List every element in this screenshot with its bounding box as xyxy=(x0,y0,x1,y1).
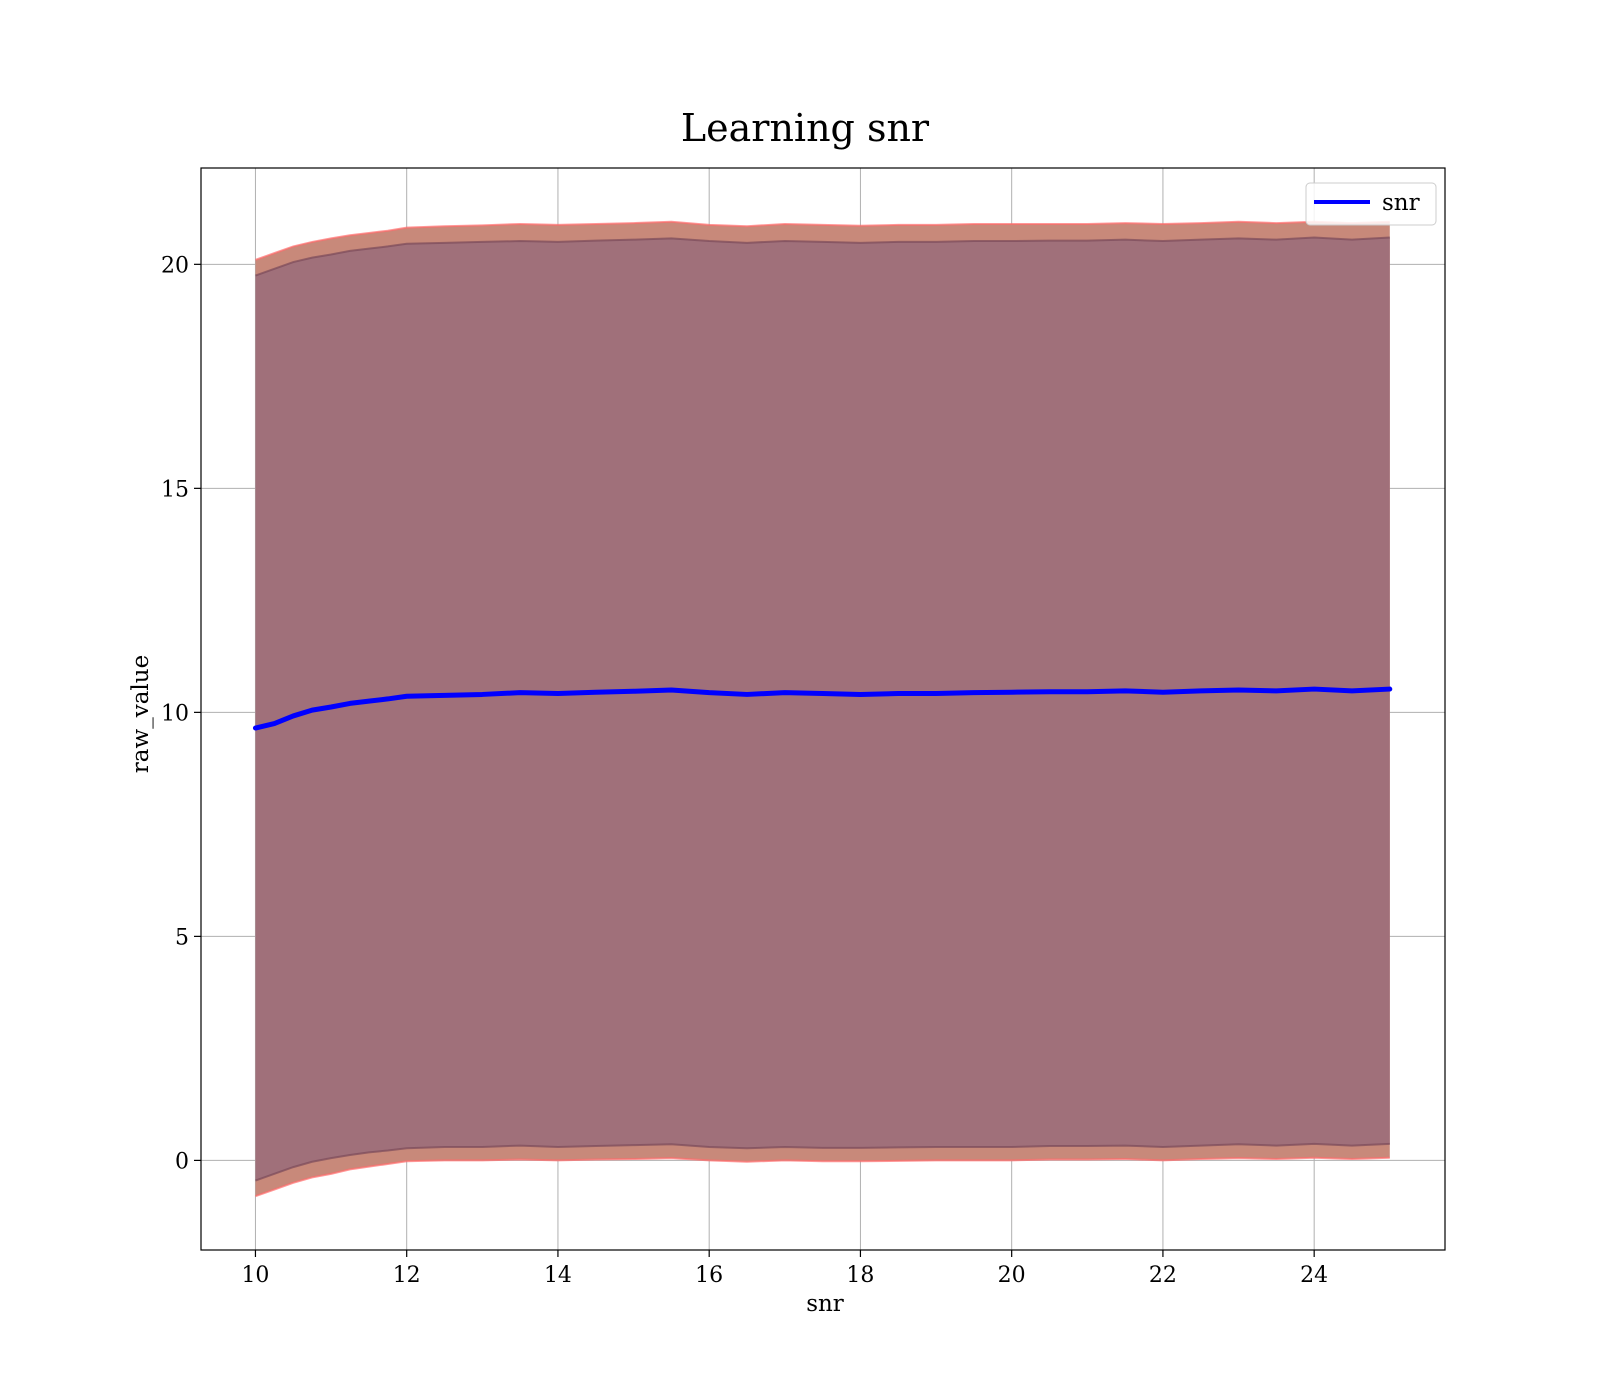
y-axis-label: raw_value xyxy=(128,655,154,773)
y-tick-label: 5 xyxy=(175,925,189,950)
y-tick-label: 15 xyxy=(161,477,189,502)
x-axis-label: snr xyxy=(806,1291,844,1317)
x-tick-label: 22 xyxy=(1149,1263,1177,1288)
y-tick-label: 10 xyxy=(161,701,189,726)
x-tick-label: 24 xyxy=(1300,1263,1328,1288)
bands xyxy=(255,220,1390,1198)
y-tick-label: 20 xyxy=(161,253,189,278)
y-ticks: 0 5 10 15 20 xyxy=(161,253,201,1174)
plot-area: 10 12 14 16 18 20 22 24 0 5 10 15 20 xyxy=(161,167,1446,1288)
legend-label-snr: snr xyxy=(1382,190,1420,216)
x-ticks: 10 12 14 16 18 20 22 24 xyxy=(241,1250,1328,1288)
x-tick-label: 10 xyxy=(241,1263,269,1288)
band-lower-edge xyxy=(255,1142,1390,1182)
x-tick-label: 20 xyxy=(998,1263,1026,1288)
band-area-inner xyxy=(255,237,1390,1181)
x-tick-label: 16 xyxy=(695,1263,723,1288)
band-upper-edge xyxy=(255,220,1390,261)
series xyxy=(252,686,1393,731)
x-tick-label: 18 xyxy=(846,1263,874,1288)
y-tick-label: 0 xyxy=(175,1149,189,1174)
band-lower-edge xyxy=(255,1156,1390,1198)
series-line-snr xyxy=(252,686,1393,731)
legend-box xyxy=(1305,182,1437,226)
chart-title: Learning snr xyxy=(681,106,930,150)
band-upper-edge xyxy=(255,236,1390,277)
legend: snr xyxy=(1305,182,1437,226)
x-tick-label: 12 xyxy=(393,1263,421,1288)
axes-frame xyxy=(200,167,1446,1251)
x-tick-label: 14 xyxy=(544,1263,572,1288)
